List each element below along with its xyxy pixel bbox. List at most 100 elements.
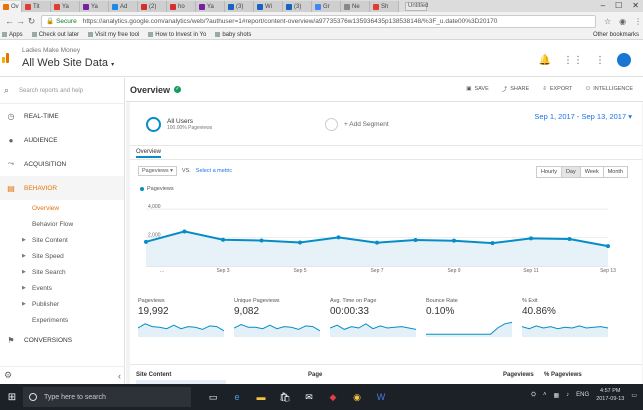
app-icon[interactable]: ◆ [329,391,337,402]
report-search[interactable]: ⌕ Search reports and help [0,78,124,104]
extension-icon[interactable]: ◉ [619,16,627,26]
sidebar-subitem[interactable]: Overview [0,200,124,216]
metric-card[interactable]: Pageviews 19,992 [138,298,234,354]
mail-icon[interactable]: ✉ [305,391,313,402]
metric-select[interactable]: Pageviews ▾ [138,166,177,176]
export-button[interactable]: ⇩ EXPORT [542,85,572,93]
save-button[interactable]: ▣ SAVE [466,85,488,93]
bookmark-item[interactable]: Check out later [31,32,79,38]
data-point[interactable] [375,240,379,245]
browser-tab[interactable]: (3) [283,1,312,12]
sidebar-subitem[interactable]: ▶ Events [0,280,124,296]
volume-icon[interactable]: ♪ [566,392,570,398]
close-icon[interactable]: ✕ [632,1,639,10]
sidebar-item-conversions[interactable]: ⚑ CONVERSIONS [0,328,124,352]
collapse-icon[interactable]: ‹ [118,370,121,381]
insights-button[interactable]: ⚇ INTELLIGENCE [585,85,633,93]
browser-tab[interactable]: (2) [138,1,167,12]
task-view-icon[interactable]: ▭ [208,391,218,402]
data-point[interactable] [567,236,572,241]
share-button[interactable]: ⤴ SHARE [502,85,529,93]
add-segment-button[interactable]: + Add Segment [325,118,389,131]
data-point[interactable] [490,241,495,246]
data-point[interactable] [452,238,456,243]
browser-tab[interactable]: Ya [196,1,225,12]
minimize-icon[interactable]: – [600,1,606,10]
bookmark-item[interactable]: Apps [2,32,23,38]
reload-icon[interactable]: ↻ [27,15,36,26]
bookmark-item[interactable]: How to Invest in Yo [148,32,206,38]
browser-tab[interactable]: Ne [341,1,370,12]
browser-tab[interactable]: (3) [225,1,254,12]
data-point[interactable] [413,237,418,242]
view-selector[interactable]: All Web Site Data ▾ [22,57,114,69]
language-indicator[interactable]: ENG [576,392,590,398]
notifications-icon[interactable]: ▭ [631,392,637,399]
bell-icon[interactable]: 🔔 [538,54,551,66]
sidebar-subitem[interactable]: ▶ Site Search [0,264,124,280]
interval-week-button[interactable]: Week [579,166,604,178]
url-input[interactable]: 🔒 Secure https://analytics.google.com/an… [41,14,596,28]
windows-start-icon[interactable]: ⊞ [7,391,17,403]
data-point[interactable] [221,237,225,242]
metric-card[interactable]: Bounce Rate 0.10% [426,298,522,354]
col-pct-pageviews[interactable]: % Pageviews [544,372,582,378]
sidebar-subitem[interactable]: Experiments [0,312,124,328]
word-icon[interactable]: W [376,392,386,402]
metric-card[interactable]: Unique Pageviews 9,082 [234,298,330,354]
gear-icon[interactable]: ⚙ [4,370,13,380]
edge-icon[interactable]: e [234,392,240,402]
maximize-icon[interactable]: ☐ [615,1,623,10]
file-explorer-icon[interactable]: ▬ [256,392,266,402]
browser-tab[interactable]: ho [167,1,196,12]
browser-tab[interactable]: Tit [22,1,51,12]
interval-month-button[interactable]: Month [602,166,628,178]
browser-tab[interactable]: Sh [370,1,399,12]
menu-icon[interactable]: ⋮ [634,16,643,26]
tab-overview[interactable]: Overview [136,149,162,158]
sidebar-subitem[interactable]: ▶ Publisher [0,296,124,312]
taskbar-search[interactable]: Type here to search [23,387,191,407]
metric-card[interactable]: % Exit 40.86% [522,298,618,354]
new-tab-button[interactable]: Untitled [405,2,428,11]
browser-tab[interactable]: Ad [109,1,138,12]
chevron-up-icon[interactable]: ˄ [542,392,547,398]
date-range-picker[interactable]: Sep 1, 2017 - Sep 13, 2017 ▾ [534,112,632,121]
analytics-logo[interactable] [2,49,12,63]
other-bookmarks[interactable]: Other bookmarks [592,31,639,38]
sidebar-subitem[interactable]: ▶ Site Speed [0,248,124,264]
bookmark-item[interactable]: Visit my free tool [88,32,139,38]
back-icon[interactable]: ← [5,16,14,26]
browser-tab[interactable]: Wi [254,1,283,12]
data-point[interactable] [298,240,302,245]
forward-icon[interactable]: → [16,16,25,26]
sidebar-item-behavior[interactable]: ▤ BEHAVIOR [0,176,124,200]
apps-grid-icon[interactable]: ⋮⋮ [563,54,583,66]
browser-tab[interactable]: Ya [80,1,109,12]
bookmark-item[interactable]: baby shots [215,32,251,38]
data-point[interactable] [606,244,610,249]
data-point[interactable] [144,239,148,244]
metric-card[interactable]: Avg. Time on Page 00:00:33 [330,298,426,354]
interval-hourly-button[interactable]: Hourly [536,166,562,178]
store-icon[interactable]: 🛍 [279,391,291,402]
segment-all-users[interactable]: All Users 100.00% Pageviews [146,117,212,132]
chrome-icon[interactable]: ◉ [353,391,361,402]
sidebar-item-audience[interactable]: ● AUDIENCE [0,128,124,152]
data-point[interactable] [529,236,533,241]
browser-tab[interactable]: Gr [312,1,341,12]
people-icon[interactable]: ⛭ [531,391,536,398]
data-point[interactable] [182,229,187,234]
browser-tab[interactable]: Ov [0,1,22,12]
browser-tab[interactable]: Ya [51,1,80,12]
data-point[interactable] [336,235,341,240]
avatar[interactable] [617,53,631,67]
more-icon[interactable]: ⋮ [595,54,605,66]
col-pageviews[interactable]: Pageviews [503,372,534,378]
select-metric-link[interactable]: Select a metric [195,168,233,174]
data-point[interactable] [259,238,264,243]
sidebar-subitem[interactable]: ▶ Site Content [0,232,124,248]
network-icon[interactable]: ▦ [553,392,560,399]
sidebar-subitem[interactable]: Behavior Flow [0,216,124,232]
clock[interactable]: 4:57 PM 2017-09-13 [596,387,624,403]
